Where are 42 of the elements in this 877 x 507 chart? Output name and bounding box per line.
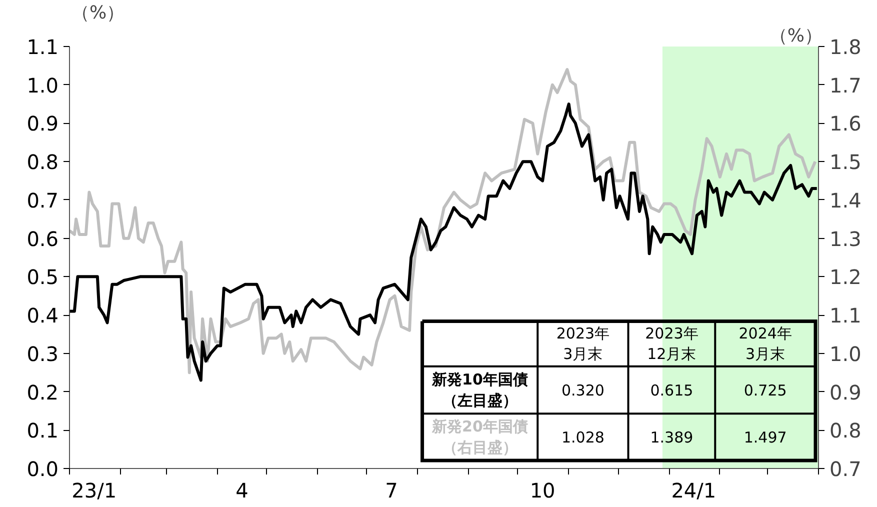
annotation: 1.389 xyxy=(650,428,694,447)
y-tick-label: 0.8 xyxy=(26,150,59,174)
x-tick-label: 7 xyxy=(385,478,398,502)
y2-tick-label: 0.9 xyxy=(830,380,862,404)
x-tick-label: 4 xyxy=(236,478,248,502)
x-tick-label: 23/1 xyxy=(72,478,117,502)
y2-tick-label: 1.1 xyxy=(830,304,862,328)
y2-axis-title: （%） xyxy=(769,26,823,46)
x-tick-label: 24/1 xyxy=(671,478,716,502)
y2-tick-label: 1.2 xyxy=(830,265,862,290)
x-tick-label: 10 xyxy=(530,478,556,502)
y-axis-title: （%） xyxy=(72,2,125,24)
y2-tick-label: 1.3 xyxy=(830,226,862,251)
annotation: 2023年 12月末 xyxy=(645,324,698,364)
y2-tick-label: 1.7 xyxy=(830,73,862,98)
annotation: 0.615 xyxy=(650,382,694,400)
y-tick-label: 0.9 xyxy=(26,112,59,136)
y-tick-label: 0.2 xyxy=(26,380,59,404)
y2-tick-label: 1.0 xyxy=(830,342,862,366)
annotation: 0.725 xyxy=(744,382,787,400)
text: 新発10年国債（左目盛） xyxy=(431,370,528,410)
y-tick-label: 0.3 xyxy=(26,342,59,366)
y-tick-label: 0.7 xyxy=(26,188,59,212)
y-tick-label: 0.5 xyxy=(26,265,59,290)
annotation: 2024年 3月末 xyxy=(738,324,792,364)
text: 新発20年国債（右目盛） xyxy=(431,418,528,456)
y2-tick-label: 1.6 xyxy=(830,112,862,136)
y2-tick-label: 0.8 xyxy=(830,418,862,443)
annotation: 1.497 xyxy=(744,428,787,447)
y2-tick-label: 1.5 xyxy=(830,150,862,174)
y-tick-label: 1.1 xyxy=(26,35,59,59)
annotation: 1.028 xyxy=(561,428,604,447)
y2-tick-label: 1.4 xyxy=(830,188,862,212)
y-tick-label: 0.1 xyxy=(26,418,59,443)
y-tick-label: 0.0 xyxy=(26,457,59,481)
y2-tick-label: 0.7 xyxy=(830,457,862,481)
y-tick-label: 0.4 xyxy=(26,304,59,328)
y-tick-label: 1.0 xyxy=(26,73,59,98)
y2-tick-label: 1.8 xyxy=(830,35,862,59)
y-tick-label: 0.6 xyxy=(26,226,59,251)
annotation: 2023年 3月末 xyxy=(556,324,610,364)
annotation: 0.320 xyxy=(561,382,604,400)
